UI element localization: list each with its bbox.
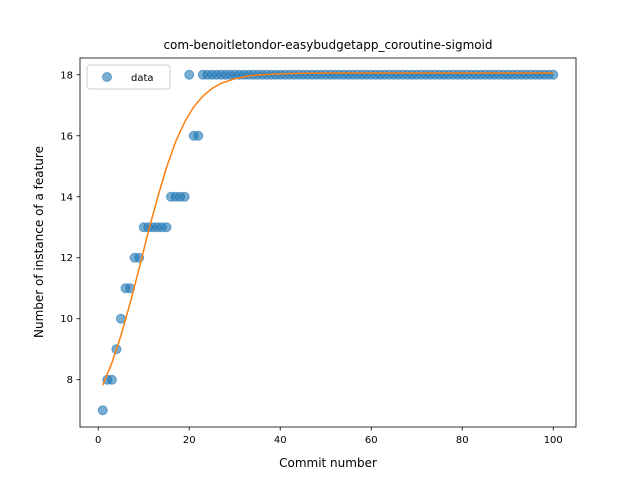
y-tick-label: 14 <box>60 192 73 203</box>
data-point <box>106 374 117 385</box>
x-tick-label: 60 <box>365 435 378 446</box>
y-tick-label: 16 <box>60 131 73 142</box>
legend-label: data <box>131 73 154 84</box>
fit-line <box>102 72 554 386</box>
data-point <box>193 130 204 141</box>
y-axis-label: Number of instance of a feature <box>32 146 46 338</box>
data-point <box>97 405 108 416</box>
x-tick-label: 80 <box>456 435 469 446</box>
x-axis-label: Commit number <box>279 456 377 470</box>
legend-marker <box>102 72 112 82</box>
chart-title: com-benoitletondor-easybudgetapp_corouti… <box>163 38 492 52</box>
x-tick-label: 100 <box>544 435 563 446</box>
x-tick-label: 20 <box>183 435 196 446</box>
data-point <box>184 69 195 80</box>
plot-frame <box>79 57 577 428</box>
x-tick-label: 40 <box>274 435 287 446</box>
data-point <box>161 222 172 233</box>
y-tick-label: 18 <box>60 70 73 81</box>
data-point <box>548 69 559 80</box>
x-tick-label: 0 <box>95 435 101 446</box>
y-tick-label: 8 <box>67 375 73 386</box>
legend-box <box>86 64 171 90</box>
data-point <box>179 191 190 202</box>
y-tick-label: 12 <box>60 253 73 264</box>
y-tick-label: 10 <box>60 314 73 325</box>
